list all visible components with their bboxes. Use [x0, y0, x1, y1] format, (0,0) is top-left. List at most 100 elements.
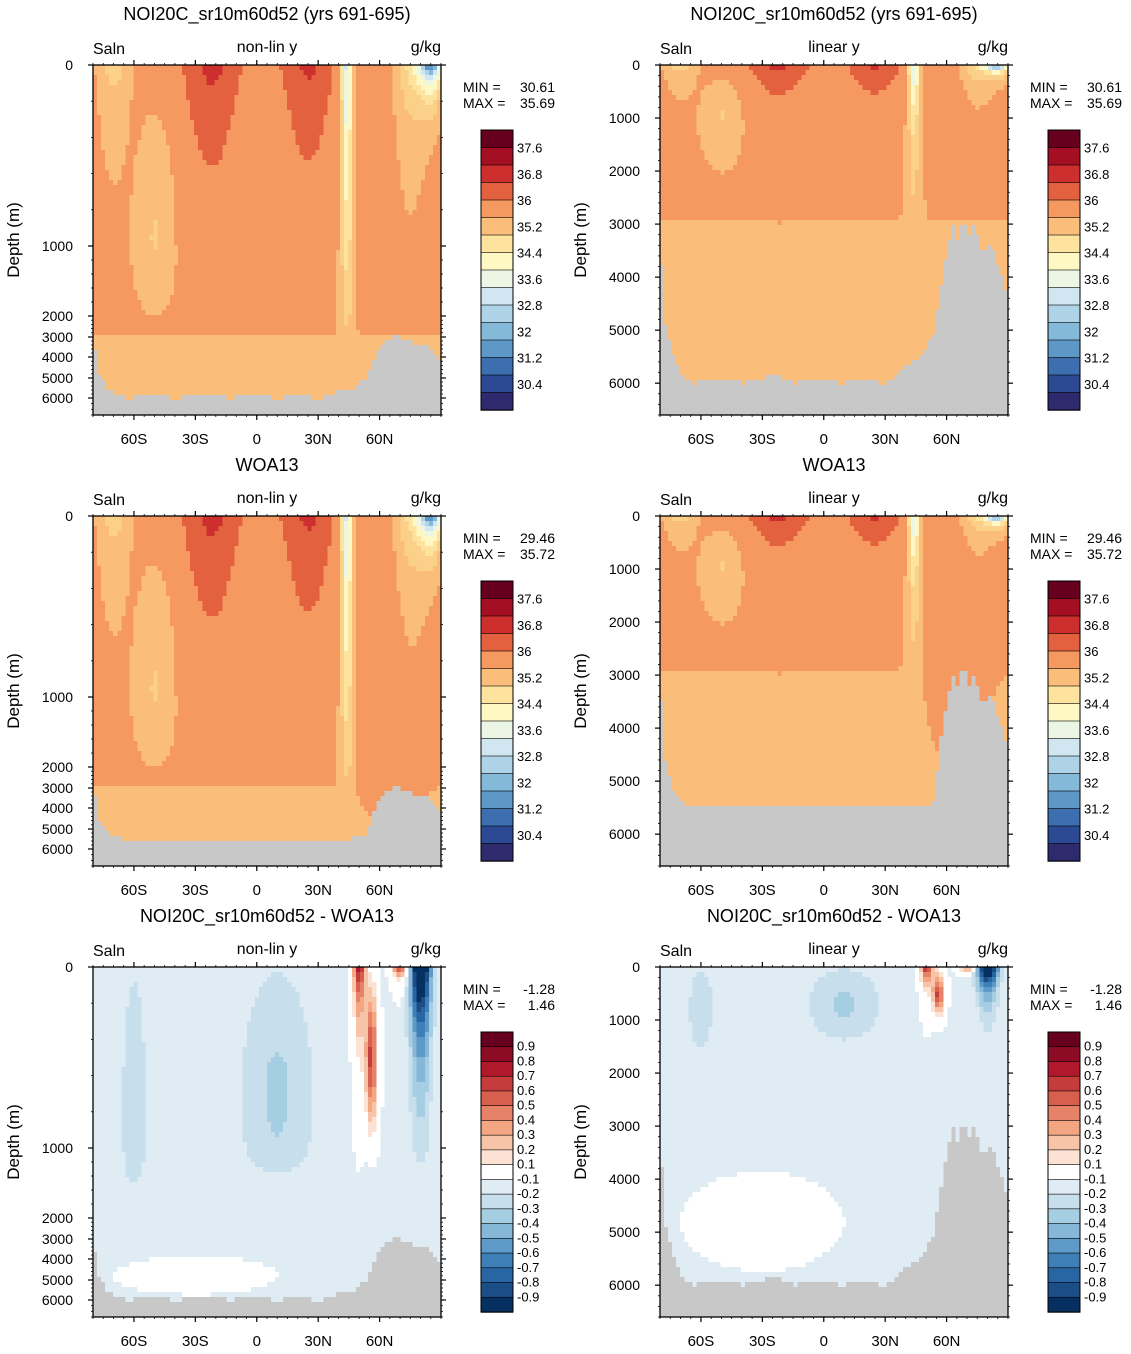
field-cell	[283, 150, 288, 156]
field-cell	[157, 80, 163, 86]
field-cell	[210, 250, 215, 256]
field-cell	[287, 200, 292, 206]
field-cell	[230, 110, 236, 116]
field-cell	[343, 175, 349, 181]
field-cell	[275, 310, 280, 316]
field-cell	[339, 290, 345, 296]
field-cell	[279, 180, 284, 186]
field-cell	[165, 85, 171, 91]
field-cell	[182, 255, 187, 261]
field-cell	[376, 165, 381, 171]
field-cell	[194, 205, 199, 211]
field-cell	[210, 140, 215, 146]
field-cell	[275, 205, 280, 211]
field-cell	[153, 215, 159, 221]
field-cell	[368, 205, 373, 211]
field-cell	[161, 150, 167, 156]
field-cell	[416, 270, 422, 276]
field-cell	[250, 340, 256, 346]
field-cell	[258, 65, 264, 71]
field-cell	[295, 180, 300, 186]
field-cell	[335, 250, 341, 256]
field-cell	[210, 170, 215, 176]
field-cell	[161, 170, 167, 176]
field-cell	[388, 150, 394, 156]
field-cell	[206, 345, 211, 351]
field-cell	[198, 220, 203, 226]
field-cell	[291, 200, 296, 206]
field-cell	[400, 315, 406, 321]
field-cell	[210, 205, 215, 211]
field-cell	[408, 300, 414, 306]
field-cell	[275, 280, 280, 286]
field-cell	[173, 210, 179, 216]
field-cell	[331, 190, 337, 196]
field-cell	[424, 110, 430, 116]
field-cell	[356, 90, 361, 96]
field-cell	[117, 70, 122, 76]
field-cell	[157, 290, 163, 296]
field-cell	[190, 320, 195, 326]
field-cell	[101, 225, 106, 231]
field-cell	[364, 145, 369, 151]
field-cell	[364, 200, 369, 206]
field-cell	[230, 345, 236, 351]
field-cell	[368, 90, 373, 96]
field-cell	[222, 130, 228, 136]
field-cell	[327, 310, 333, 316]
field-cell	[351, 310, 357, 316]
field-cell	[153, 285, 159, 291]
field-cell	[360, 265, 365, 271]
field-cell	[267, 330, 272, 336]
field-cell	[295, 205, 300, 211]
field-cell	[198, 345, 203, 351]
field-cell	[303, 275, 309, 281]
field-cell	[424, 350, 430, 356]
field-cell	[384, 270, 389, 276]
field-cell	[295, 200, 300, 206]
field-cell	[307, 295, 313, 301]
field-cell	[262, 225, 268, 231]
field-cell	[182, 155, 187, 161]
field-cell	[319, 85, 325, 91]
field-cell	[384, 205, 389, 211]
field-cell	[428, 245, 434, 251]
field-cell	[347, 250, 353, 256]
field-cell	[388, 285, 394, 291]
field-cell	[271, 85, 276, 91]
field-cell	[149, 300, 155, 306]
field-cell	[420, 155, 426, 161]
field-cell	[182, 165, 187, 171]
field-cell	[214, 335, 220, 341]
field-cell	[323, 270, 329, 276]
field-cell	[238, 75, 244, 81]
field-cell	[218, 315, 224, 321]
field-cell	[392, 90, 398, 96]
field-cell	[275, 140, 280, 146]
field-cell	[303, 100, 309, 106]
field-cell	[250, 225, 256, 231]
field-cell	[299, 100, 305, 106]
field-cell	[315, 215, 321, 221]
field-cell	[319, 225, 325, 231]
field-cell	[230, 350, 236, 356]
field-cell	[145, 75, 151, 81]
field-cell	[404, 255, 410, 261]
field-cell	[202, 240, 207, 246]
field-cell	[291, 300, 296, 306]
field-cell	[177, 130, 183, 136]
field-cell	[133, 175, 139, 181]
field-cell	[283, 190, 288, 196]
field-cell	[262, 165, 268, 171]
field-cell	[351, 255, 357, 261]
field-cell	[335, 140, 341, 146]
field-cell	[339, 240, 345, 246]
field-cell	[149, 330, 155, 336]
field-cell	[194, 330, 199, 336]
field-cell	[311, 85, 317, 91]
field-cell	[218, 170, 224, 176]
field-cell	[182, 315, 187, 321]
field-cell	[279, 175, 284, 181]
field-cell	[186, 105, 191, 111]
field-cell	[275, 350, 280, 356]
